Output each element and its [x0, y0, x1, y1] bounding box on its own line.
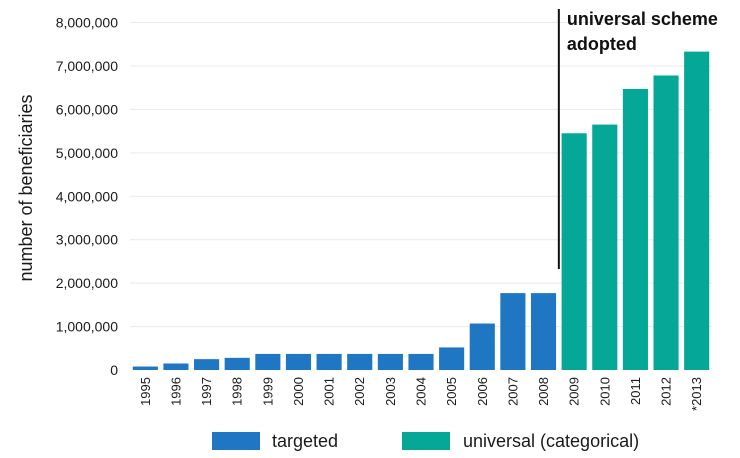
annotation-text: universal scheme adopted: [567, 9, 723, 54]
x-tick-label: 1996: [168, 377, 183, 406]
bar-targeted-2002: [347, 353, 373, 370]
bar-targeted-1999: [255, 353, 281, 370]
annotation: universal scheme adopted: [557, 9, 723, 269]
y-axis-label: number of beneficiaries: [16, 94, 36, 281]
bar-targeted-2001: [316, 353, 342, 370]
x-tick-label: 2009: [567, 377, 582, 406]
bar-universal-categorical--2011: [622, 88, 648, 370]
bar-targeted-1995: [132, 366, 158, 370]
bar-targeted-2006: [469, 323, 495, 370]
bars: [132, 51, 710, 371]
x-tick-label: 1998: [230, 377, 245, 406]
y-axis: 0 1,000,000 2,000,000 3,000,000 4,000,000 5,0…: [56, 15, 119, 379]
x-tick-label: 1999: [260, 377, 275, 406]
legend-swatch-universal-categorical-: [402, 432, 450, 450]
bar-targeted-1998: [224, 357, 250, 370]
bar-targeted-1997: [194, 359, 220, 370]
x-tick-label: 2012: [659, 377, 674, 406]
x-tick-label: 2005: [444, 377, 459, 406]
y-tick-label: 6,000,000: [56, 101, 118, 117]
x-tick-label: 2002: [352, 377, 367, 406]
annotation-text-line-1: universal scheme: [567, 9, 718, 29]
x-tick-label: 2000: [291, 377, 306, 406]
y-tick-label: 0: [110, 362, 118, 378]
bar-targeted-2004: [408, 353, 434, 370]
x-tick-label: 1995: [138, 377, 153, 406]
x-tick-label: 2008: [536, 377, 551, 406]
annotation-text-line-2: adopted: [567, 34, 637, 54]
bar-targeted-2003: [377, 353, 403, 370]
legend-swatch-targeted: [212, 432, 260, 450]
y-tick-label: 8,000,000: [56, 15, 118, 31]
x-tick-label: *2013: [689, 377, 704, 411]
bar-targeted-1996: [163, 363, 189, 370]
x-axis: 1995 1996 1997 1998 1999 2000 2001 2002 2003 2004…: [138, 377, 704, 411]
bar-targeted-2005: [439, 347, 465, 370]
bar-universal-categorical--2013: [684, 51, 710, 371]
bar-targeted-2008: [530, 293, 557, 370]
legend: targeted universal (categorical): [212, 431, 639, 451]
y-tick-label: 5,000,000: [56, 145, 118, 161]
x-tick-label: 2006: [475, 377, 490, 406]
x-tick-label: 2003: [383, 377, 398, 406]
bar-targeted-2007: [500, 293, 526, 370]
bar-universal-categorical--2010: [592, 124, 618, 370]
x-tick-label: 2007: [505, 377, 520, 406]
legend-label-targeted: targeted: [272, 431, 338, 451]
gridlines: [130, 22, 712, 328]
bar-targeted-2000: [285, 353, 312, 370]
bar-universal-categorical--2009: [561, 133, 587, 370]
y-tick-label: 2,000,000: [56, 275, 118, 291]
bar-universal-categorical--2012: [653, 75, 679, 371]
x-tick-label: 1997: [199, 377, 214, 406]
y-tick-label: 4,000,000: [56, 188, 118, 204]
x-tick-label: 2001: [322, 377, 337, 406]
x-tick-label: 2010: [597, 377, 612, 406]
legend-label-universal-categorical-: universal (categorical): [463, 431, 639, 451]
x-tick-label: 2004: [414, 377, 429, 406]
y-tick-label: 7,000,000: [56, 58, 118, 74]
y-tick-label: 1,000,000: [56, 319, 118, 335]
y-tick-label: 3,000,000: [56, 232, 118, 248]
x-tick-label: 2011: [628, 377, 643, 405]
